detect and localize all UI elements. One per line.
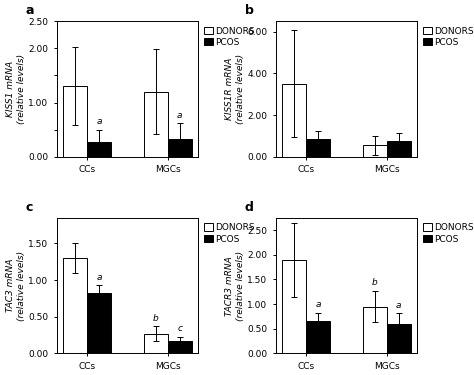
Y-axis label: TACR3 mRNA
(relative levels): TACR3 mRNA (relative levels) bbox=[225, 251, 245, 321]
Bar bbox=[64, 86, 87, 157]
Text: c: c bbox=[177, 324, 182, 333]
Y-axis label: KISS1 mRNA
(relative levels): KISS1 mRNA (relative levels) bbox=[6, 54, 26, 124]
Y-axis label: TAC3 mRNA
(relative levels): TAC3 mRNA (relative levels) bbox=[6, 251, 26, 321]
Legend: DONORS, PCOS: DONORS, PCOS bbox=[422, 222, 474, 245]
Bar bbox=[283, 84, 306, 157]
Text: a: a bbox=[97, 273, 102, 282]
Bar bbox=[64, 258, 87, 354]
Bar bbox=[306, 321, 330, 354]
Bar bbox=[363, 145, 387, 157]
Bar bbox=[168, 140, 191, 157]
Bar bbox=[363, 307, 387, 354]
Text: a: a bbox=[316, 300, 321, 309]
Text: a: a bbox=[26, 4, 34, 17]
Y-axis label: KISS1R mRNA
(relative levels): KISS1R mRNA (relative levels) bbox=[225, 54, 245, 124]
Bar bbox=[144, 92, 168, 157]
Text: c: c bbox=[26, 201, 33, 214]
Legend: DONORS, PCOS: DONORS, PCOS bbox=[203, 26, 256, 48]
Text: b: b bbox=[372, 279, 377, 288]
Text: d: d bbox=[245, 201, 254, 214]
Legend: DONORS, PCOS: DONORS, PCOS bbox=[422, 26, 474, 48]
Bar bbox=[283, 260, 306, 354]
Bar bbox=[387, 324, 410, 354]
Bar bbox=[387, 141, 410, 157]
Text: b: b bbox=[153, 314, 158, 323]
Text: a: a bbox=[177, 111, 182, 120]
Bar bbox=[144, 334, 168, 354]
Text: a: a bbox=[396, 301, 401, 310]
Bar bbox=[168, 341, 191, 354]
Bar bbox=[87, 142, 111, 157]
Legend: DONORS, PCOS: DONORS, PCOS bbox=[203, 222, 256, 245]
Bar bbox=[306, 139, 330, 157]
Text: b: b bbox=[245, 4, 254, 17]
Bar bbox=[87, 292, 111, 354]
Text: a: a bbox=[97, 117, 102, 126]
